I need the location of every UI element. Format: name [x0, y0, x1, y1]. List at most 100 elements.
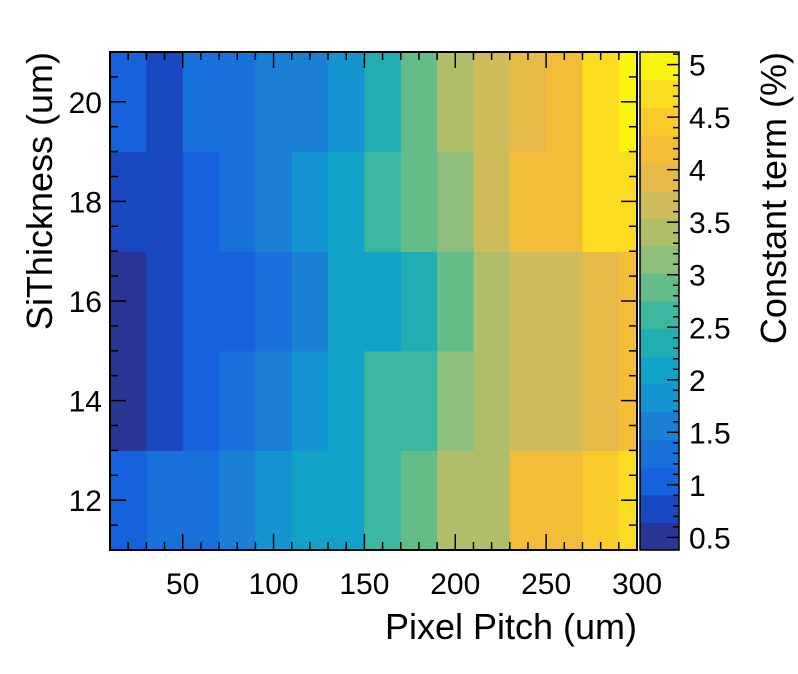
- heatmap-cell: [473, 251, 511, 352]
- heatmap-cell: [291, 52, 329, 153]
- heatmap-cell: [328, 52, 366, 153]
- heatmap-cell: [255, 450, 293, 551]
- heatmap-cell: [219, 350, 256, 451]
- palette-swatch: [640, 162, 679, 191]
- heatmap-cell: [364, 151, 402, 252]
- heatmap-cell: [364, 450, 402, 551]
- palette-swatch: [640, 411, 679, 440]
- y-axis-title: SiThickness (um): [19, 52, 60, 330]
- heatmap-cells: [110, 52, 638, 551]
- z-tick-label: 3: [689, 260, 706, 293]
- y-axis-ticks: 12 14 16 18 20: [69, 76, 637, 526]
- heatmap-cell: [291, 251, 329, 352]
- heatmap-cell: [473, 151, 511, 252]
- palette-swatch: [640, 301, 679, 330]
- palette-swatch: [640, 384, 679, 413]
- heatmap-cell: [182, 350, 220, 451]
- heatmap-cell: [146, 450, 184, 551]
- heatmap-cell: [146, 251, 184, 352]
- heatmap-cell: [546, 52, 584, 153]
- palette-swatch: [640, 467, 679, 496]
- y-tick-label: 18: [69, 186, 102, 219]
- x-tick-label: 250: [521, 568, 571, 601]
- heatmap-cell: [255, 151, 293, 252]
- x-tick-label: 50: [166, 568, 199, 601]
- color-palette: [640, 52, 679, 551]
- heatmap-cell: [328, 450, 366, 551]
- heatmap-cell: [255, 52, 293, 153]
- y-tick-label: 14: [69, 386, 102, 419]
- heatmap-cell: [291, 151, 329, 252]
- heatmap-cell: [437, 52, 475, 153]
- palette-swatch: [640, 273, 679, 302]
- heatmap-cell: [219, 151, 256, 252]
- z-tick-label: 1.5: [689, 417, 731, 450]
- z-tick-label: 0.5: [689, 522, 731, 555]
- heatmap-cell: [546, 350, 584, 451]
- heatmap-cell: [509, 52, 547, 153]
- palette-swatch: [640, 494, 679, 523]
- x-tick-label: 200: [430, 568, 480, 601]
- palette-swatch: [640, 79, 679, 108]
- heatmap-cell: [182, 151, 220, 252]
- heatmap-cell: [437, 251, 475, 352]
- heatmap-cell: [146, 151, 184, 252]
- heatmap-cell: [582, 52, 620, 153]
- x-tick-label: 100: [249, 568, 299, 601]
- heatmap-cell: [400, 350, 438, 451]
- palette-swatch: [640, 522, 679, 551]
- heatmap-cell: [219, 450, 256, 551]
- heatmap-cell: [255, 251, 293, 352]
- heatmap-cell: [473, 450, 511, 551]
- heatmap-cell: [182, 52, 220, 153]
- z-tick-label: 1: [689, 470, 706, 503]
- heatmap-cell: [364, 251, 402, 352]
- heatmap-cell: [546, 450, 584, 551]
- heatmap-cell: [364, 350, 402, 451]
- y-tick-label: 12: [69, 485, 102, 518]
- palette-swatch: [640, 190, 679, 219]
- heatmap-cell: [546, 151, 584, 252]
- heatmap-cell: [400, 151, 438, 252]
- color-palette-frame: [639, 51, 680, 551]
- heatmap-cell: [473, 52, 511, 153]
- x-tick-label: 300: [612, 568, 662, 601]
- x-axis-ticks: 50 100 150 200 250 300: [127, 52, 662, 601]
- heatmap-cell: [364, 52, 402, 153]
- heatmap-cell: [582, 251, 620, 352]
- heatmap-cell: [582, 450, 620, 551]
- heatmap-cell: [255, 350, 293, 451]
- heatmap-cell: [509, 350, 547, 451]
- heatmap-cell: [182, 450, 220, 551]
- x-axis-title: Pixel Pitch (um): [385, 606, 637, 647]
- z-tick-label: 3.5: [689, 207, 731, 240]
- heatmap-cell: [328, 251, 366, 352]
- heatmap-cell: [400, 52, 438, 153]
- color-axis-ticks: 0.5 1 1.5 2 2.5 3 3.5 4 4.5 5: [667, 50, 731, 555]
- heatmap-cell: [291, 350, 329, 451]
- heatmap-cell: [146, 52, 184, 153]
- heatmap-cell: [509, 251, 547, 352]
- heatmap-cell: [182, 251, 220, 352]
- heatmap-cell: [582, 151, 620, 252]
- z-tick-label: 4: [689, 155, 706, 188]
- heatmap-cell: [473, 350, 511, 451]
- heatmap-cell: [328, 350, 366, 451]
- heatmap-cell: [400, 251, 438, 352]
- heatmap-cell: [328, 151, 366, 252]
- heatmap-cell: [509, 151, 547, 252]
- heatmap-cell: [437, 350, 475, 451]
- palette-swatch: [640, 245, 679, 274]
- z-tick-label: 2.5: [689, 312, 731, 345]
- palette-swatch: [640, 107, 679, 136]
- heatmap-cell: [437, 151, 475, 252]
- heatmap-cell: [437, 450, 475, 551]
- x-tick-label: 150: [339, 568, 389, 601]
- z-tick-label: 4.5: [689, 102, 731, 135]
- heatmap-cell: [291, 450, 329, 551]
- heatmap-cell: [219, 251, 256, 352]
- y-tick-label: 16: [69, 286, 102, 319]
- heatmap-cell: [146, 350, 184, 451]
- z-tick-label: 2: [689, 365, 706, 398]
